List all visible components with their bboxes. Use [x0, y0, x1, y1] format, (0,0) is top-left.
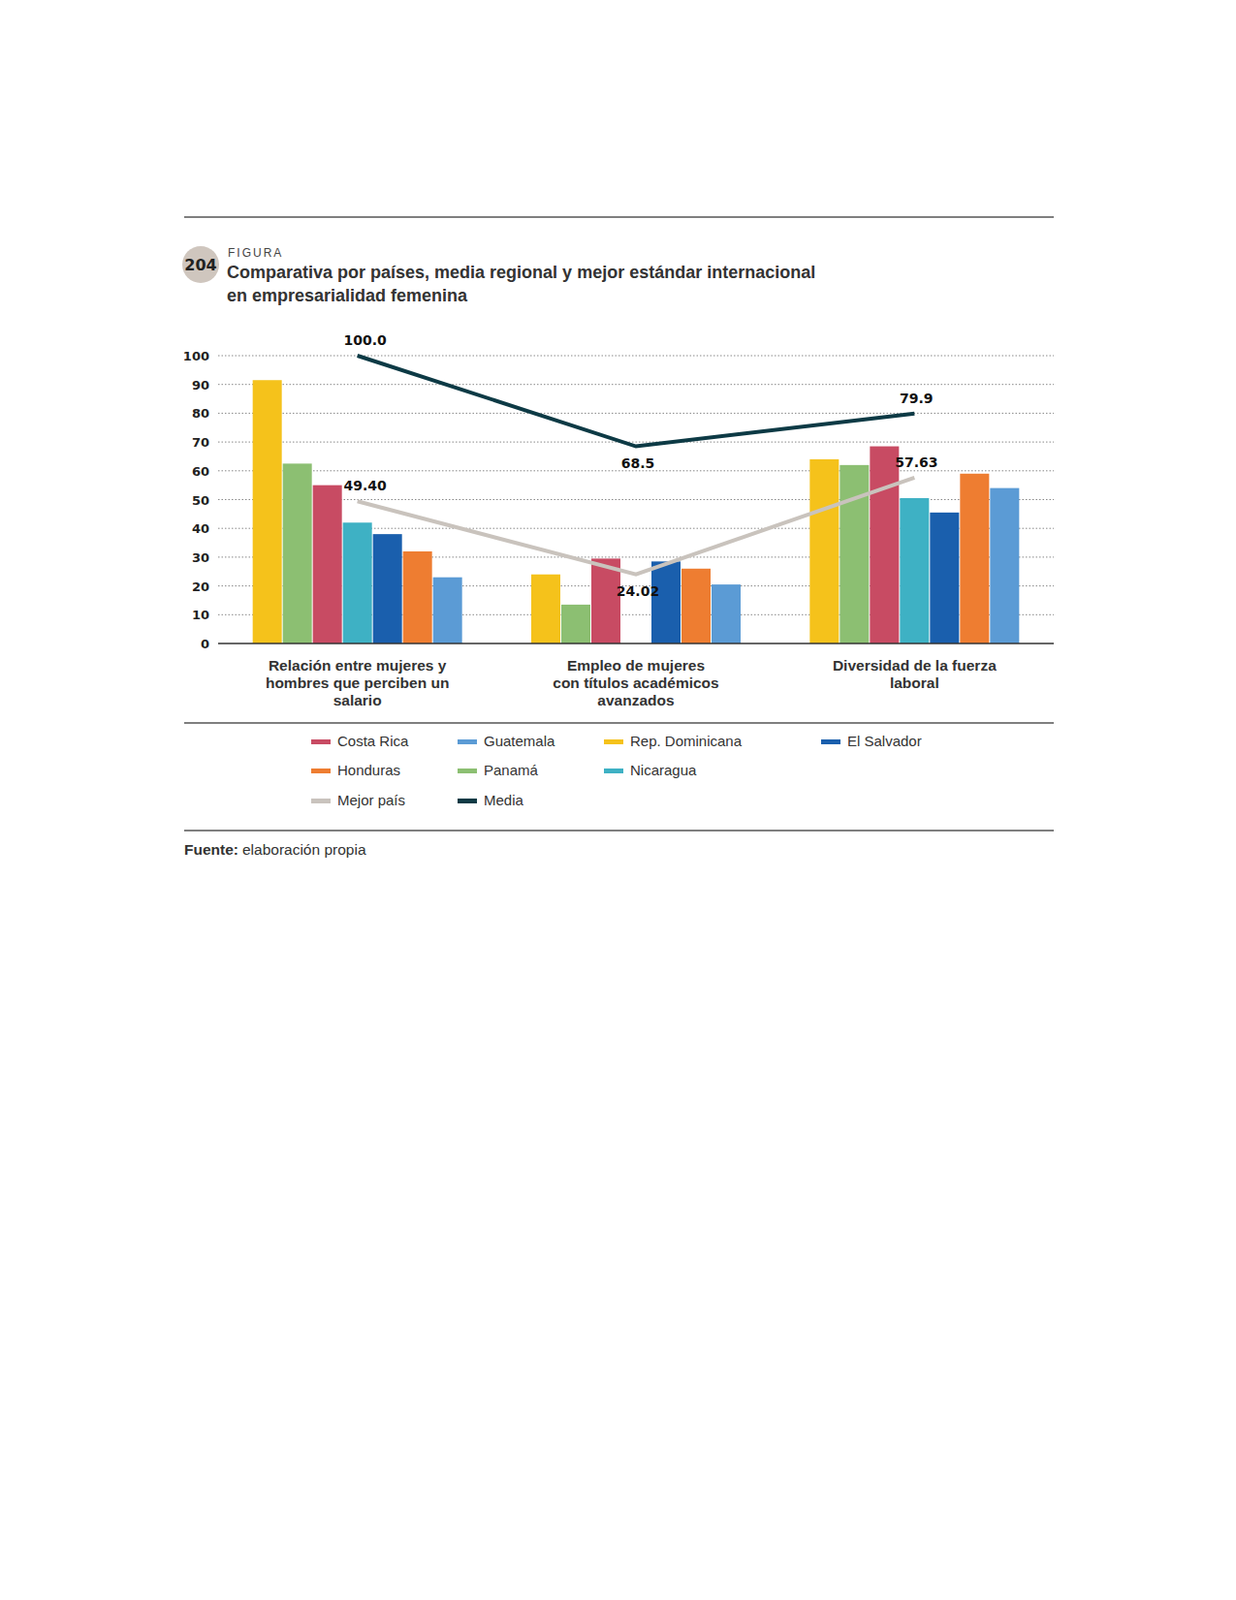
source-text: elaboración propia	[242, 841, 367, 858]
legend-label: Mejor país	[337, 792, 406, 809]
legend-label: Nicaragua	[630, 761, 698, 779]
bar	[839, 465, 869, 644]
bar	[561, 604, 591, 644]
grid-line	[218, 442, 1054, 444]
legend-swatch	[457, 798, 477, 804]
rule	[184, 829, 1054, 832]
bar	[899, 498, 929, 644]
grid-line	[218, 412, 1054, 414]
legend-label: Panamá	[483, 761, 539, 779]
bar	[681, 569, 711, 644]
bar	[989, 488, 1019, 644]
bar	[373, 534, 403, 644]
x-tick-line: avanzados	[597, 692, 674, 709]
x-tick-line: Diversidad de la fuerza	[832, 657, 997, 674]
bar	[433, 577, 463, 644]
bar	[403, 551, 433, 644]
data-label: 100.0	[344, 332, 388, 349]
legend-label: Honduras	[337, 761, 401, 779]
grid-line	[218, 383, 1054, 385]
x-tick-line: laboral	[889, 674, 940, 692]
y-tick-label: 20	[191, 579, 210, 595]
x-tick-line: Relación entre mujeres y	[268, 657, 447, 674]
legend-swatch	[457, 739, 477, 745]
source: Fuente:elaboración propia	[184, 841, 367, 858]
x-tick-line: Empleo de mujeres	[567, 657, 705, 674]
bar	[711, 584, 741, 644]
y-tick-label: 30	[191, 550, 210, 566]
figure-label: FIGURA	[227, 246, 284, 260]
figure-badge	[182, 246, 220, 284]
line	[357, 477, 916, 575]
legend-swatch	[311, 798, 331, 804]
legend-swatch	[821, 739, 841, 745]
legend-swatch	[457, 768, 477, 774]
bar	[343, 522, 373, 644]
y-tick-label: 70	[191, 435, 210, 450]
figure-number: 204	[184, 255, 217, 275]
bar	[313, 485, 343, 644]
data-label: 24.02	[616, 583, 660, 600]
data-label: 49.40	[344, 477, 388, 494]
bar	[531, 574, 561, 644]
plot-area	[253, 355, 1020, 644]
data-label: 68.5	[621, 455, 656, 472]
data-label: 79.9	[899, 390, 934, 407]
y-tick-label: 100	[183, 348, 210, 364]
x-tick-label: Diversidad de la fuerzalaboral	[832, 657, 997, 692]
title-line: en empresarialidad femenina	[226, 285, 469, 306]
legend-swatch	[311, 739, 331, 745]
grid-line	[218, 355, 1054, 357]
legend-swatch	[603, 768, 624, 774]
bar	[591, 558, 621, 644]
x-tick-line: hombres que perciben un	[265, 674, 449, 692]
bar	[809, 459, 839, 644]
bar	[253, 380, 283, 644]
y-tick-label: 10	[191, 607, 210, 623]
y-tick-label: 90	[191, 378, 210, 393]
legend-label: Rep. Dominicana	[630, 732, 743, 750]
bar	[283, 463, 313, 644]
legend-swatch	[311, 768, 331, 774]
data-label: 57.63	[894, 454, 938, 471]
y-tick-label: 80	[191, 406, 210, 421]
x-tick-label: Relación entre mujeres yhombres que perc…	[265, 657, 449, 709]
y-tick-label: 0	[200, 636, 210, 652]
legend-label: El Salvador	[847, 732, 922, 750]
line	[357, 355, 916, 447]
background	[0, 0, 1236, 1600]
chart: 204 FIGURA Comparativa por países, media r…	[0, 0, 1236, 1600]
bar	[929, 512, 959, 644]
y-tick-label: 60	[191, 464, 210, 479]
x-tick-line: salario	[333, 692, 382, 709]
legend-swatch	[603, 739, 624, 745]
bar	[651, 561, 681, 644]
bar	[869, 446, 899, 644]
bar	[959, 474, 989, 644]
y-tick-label: 50	[191, 493, 210, 508]
legend-label: Costa Rica	[337, 732, 410, 750]
legend-label: Media	[483, 792, 525, 809]
title-line: Comparativa por países, media regional y…	[226, 262, 816, 283]
rule	[184, 722, 1054, 725]
source-label: Fuente:	[184, 841, 239, 858]
x-tick-label: Empleo de mujerescon títulos académicosa…	[552, 657, 719, 709]
y-tick-label: 40	[191, 521, 210, 537]
legend-label: Guatemala	[483, 732, 556, 750]
rule	[184, 216, 1054, 219]
title: Comparativa por países, media regional y…	[226, 262, 816, 306]
x-axis	[218, 642, 1054, 645]
x-tick-line: con títulos académicos	[552, 674, 719, 692]
